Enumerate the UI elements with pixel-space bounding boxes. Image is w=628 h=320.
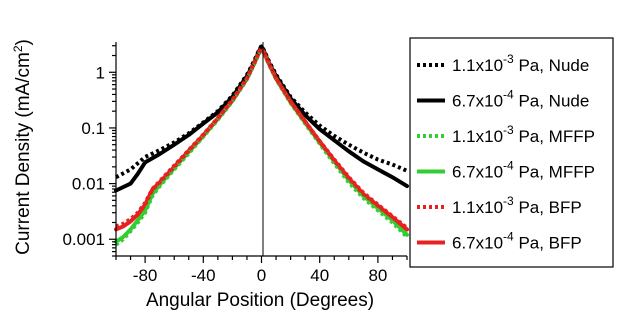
series-line-1 [115, 43, 408, 179]
x-tick-label: 40 [310, 266, 329, 285]
legend-label-1: 1.1x10-3 Pa, Nude [452, 52, 589, 75]
x-tick-label: -80 [133, 266, 158, 285]
x-tick-label: 80 [368, 266, 387, 285]
legend-exponent: -4 [503, 88, 514, 102]
y-axis-title-sup: 2 [11, 45, 25, 52]
x-tick-label: -40 [191, 266, 216, 285]
legend-rest: Pa, BFP [514, 198, 582, 217]
legend-label-5: 1.1x10-3 Pa, BFP [452, 194, 582, 217]
legend-label-3: 1.1x10-3 Pa, MFFP [452, 123, 595, 146]
legend-exponent: -3 [503, 194, 514, 208]
series-line-5 [115, 46, 409, 230]
series-line-6 [114, 46, 409, 232]
legend-rest: Pa, MFFP [514, 163, 595, 182]
legend-rest: Pa, MFFP [514, 127, 595, 146]
legend-box [409, 37, 614, 268]
plot-lines [114, 43, 409, 247]
y-tick-label: 0.1 [81, 119, 105, 138]
y-axis-title-main: Current Density (mA/cm [13, 52, 34, 255]
y-ticks: 1 0.1 0.01 0.001 [62, 45, 116, 257]
legend-rest: Pa, BFP [514, 234, 582, 253]
legend-label-4: 6.7x10-4 Pa, MFFP [452, 159, 595, 182]
series-line-3 [114, 47, 409, 247]
legend-mantissa: 6.7x10 [452, 92, 503, 111]
y-tick-label: 0.001 [62, 230, 105, 249]
legend-mantissa: 1.1x10 [452, 198, 503, 217]
legend-mantissa: 1.1x10 [452, 127, 503, 146]
plot-frame [115, 42, 407, 257]
series-line-4 [114, 46, 409, 244]
legend-exponent: -4 [503, 159, 514, 173]
legend-exponent: -3 [503, 123, 514, 137]
x-axis-title: Angular Position (Degrees) [146, 290, 374, 311]
y-tick-label: 1 [96, 63, 105, 82]
legend-mantissa: 6.7x10 [452, 234, 503, 253]
series-line-2 [114, 44, 409, 193]
legend-rest: Pa, Nude [514, 92, 590, 111]
legend-rest: Pa, Nude [514, 56, 590, 75]
legend-exponent: -4 [503, 230, 514, 244]
x-tick-label: 0 [257, 266, 266, 285]
legend-label-2: 6.7x10-4 Pa, Nude [452, 88, 589, 111]
y-tick-label: 0.01 [72, 175, 105, 194]
y-axis-title-end: ) [13, 39, 34, 45]
legend-mantissa: 1.1x10 [452, 56, 503, 75]
legend-mantissa: 6.7x10 [452, 163, 503, 182]
y-axis-title: Current Density (mA/cm2) [11, 39, 34, 255]
legend-exponent: -3 [503, 52, 514, 66]
legend-label-6: 6.7x10-4 Pa, BFP [452, 230, 582, 253]
x-ticks: -80 -40 0 40 80 [115, 256, 408, 285]
